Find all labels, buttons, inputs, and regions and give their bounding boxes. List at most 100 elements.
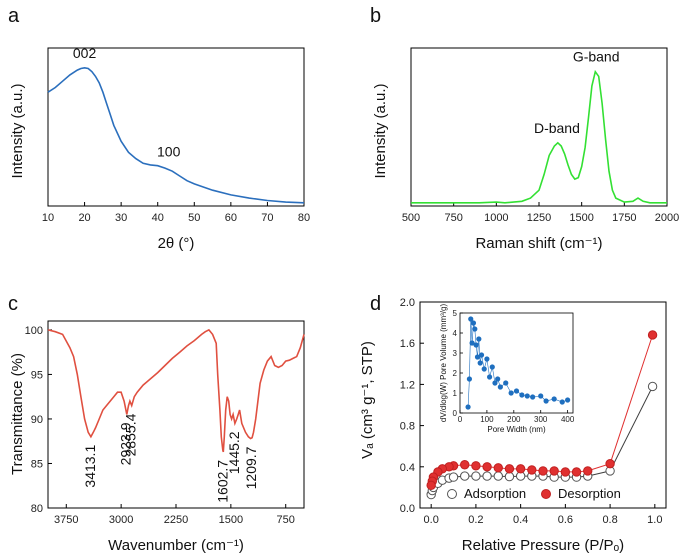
series-line (411, 69, 667, 204)
panel-a: 10 20 30 40 50 60 70 80 2θ (°) Intensity (a.u.) a 0… (8, 5, 310, 252)
inset-data-point (565, 397, 571, 403)
inset-data-point (492, 380, 498, 386)
data-point (549, 466, 559, 476)
data-point (448, 472, 459, 482)
y-axis-label: Intensity (a.u.) (372, 83, 389, 178)
data-point (538, 466, 548, 476)
y-axis-label: Intensity (a.u.) (9, 83, 26, 178)
data-point (471, 471, 481, 481)
inset-data-point (489, 364, 495, 370)
data-point (504, 471, 515, 482)
data-point (460, 460, 470, 470)
inset-data-point (497, 384, 503, 390)
data-point (647, 381, 658, 392)
x-axis-label: Raman shift (cm⁻¹) (475, 235, 602, 252)
inset-y-tick-label: 1 (453, 389, 458, 398)
y-tick-label: 90 (31, 414, 43, 426)
inset-data-point (513, 388, 520, 394)
x-axis-label: 2θ (°) (158, 235, 195, 252)
data-point (482, 462, 492, 472)
x-tick-label: 60 (225, 212, 237, 224)
x-tick-label: 80 (298, 212, 310, 224)
data-point (471, 461, 481, 471)
data-point (460, 471, 470, 481)
x-tick-label: 0.4 (513, 514, 528, 526)
y-axis-label: Vₐ (cm³ g⁻¹, STP) (359, 341, 376, 459)
x-tick-label: 0.8 (602, 514, 617, 526)
x-tick-label: 3000 (109, 514, 133, 526)
peak-label: D-band (534, 120, 580, 136)
x-tick-label: 750 (444, 212, 462, 224)
inset-data-point (472, 326, 478, 332)
x-tick-label: 750 (277, 514, 295, 526)
y-tick-label: 0.8 (400, 421, 415, 433)
inset-data-point (481, 366, 487, 372)
y-tick-label: 0.4 (400, 462, 415, 474)
y-tick-label: 0.0 (400, 503, 415, 515)
peak-label: 1209.7 (243, 446, 259, 489)
y-tick-label: 2.0 (400, 297, 415, 309)
inset-data-point (468, 316, 474, 322)
data-point (560, 467, 571, 477)
x-tick-label: 1250 (527, 212, 551, 224)
inset-data-point (474, 354, 481, 360)
x-tick-label: 1000 (484, 212, 508, 224)
inset-data-point (543, 398, 549, 404)
legend-label: Adsorption (464, 486, 526, 501)
panel-label: c (8, 293, 18, 315)
inset-data-point (503, 380, 509, 386)
series-line (47, 66, 305, 204)
peak-label: 100 (157, 144, 181, 160)
inset-x-tick-label: 200 (507, 415, 521, 424)
data-point (482, 471, 492, 481)
inset-data-point (478, 352, 485, 358)
data-point (527, 465, 537, 475)
x-tick-label: 0.0 (424, 514, 439, 526)
panel-b: 500 750 1000 1250 1500 1750 2000 Raman shift (c… (370, 5, 679, 252)
x-tick-label: 1.0 (647, 514, 662, 526)
inset-y-tick-label: 2 (453, 369, 458, 378)
inset-y-tick-label: 5 (453, 309, 458, 318)
x-tick-label: 500 (402, 212, 420, 224)
x-tick-label: 40 (152, 212, 164, 224)
data-point (493, 463, 503, 473)
inset-y-tick-label: 4 (453, 329, 458, 338)
inset-data-point (476, 336, 482, 342)
panel-label: d (370, 293, 381, 315)
inset-y-axis-label: dV/dlog(W) Pore Volume (mm³/g) (439, 304, 448, 423)
data-point (571, 467, 582, 477)
peak-label: G-band (573, 49, 620, 65)
panel-d: 0.0 0.2 0.4 0.6 0.8 1.0 0.0 0.4 0.8 1.2 1.6 2.0 Rela… (359, 293, 667, 554)
plot-frame (419, 301, 667, 509)
inset-data-point (466, 376, 473, 382)
y-tick-label: 95 (31, 369, 43, 381)
panel-label: b (370, 5, 381, 27)
inset-data-point (519, 392, 525, 398)
inset-data-point (484, 356, 490, 362)
inset-x-tick-label: 0 (458, 415, 463, 424)
y-tick-label: 85 (31, 458, 43, 470)
inset-data-point (470, 320, 477, 326)
inset-data-point (508, 390, 514, 396)
inset-x-tick-label: 400 (561, 415, 575, 424)
series-line (47, 328, 305, 453)
data-point (504, 464, 515, 474)
y-tick-label: 100 (25, 325, 43, 337)
inset-y-tick-label: 3 (453, 349, 458, 358)
x-tick-label: 70 (261, 212, 273, 224)
inset-data-point (551, 396, 557, 402)
x-tick-label: 30 (115, 212, 127, 224)
panel-label: a (8, 5, 20, 27)
peak-label: 1445.2 (226, 431, 242, 474)
x-tick-label: 0.6 (558, 514, 573, 526)
peak-label: 3413.1 (82, 445, 98, 488)
inset-data-point (465, 404, 471, 410)
inset-data-point (559, 399, 565, 405)
data-point (583, 466, 593, 476)
y-tick-label: 1.6 (400, 338, 415, 350)
y-axis-label: Transmittance (%) (9, 353, 26, 475)
x-tick-label: 2000 (655, 212, 679, 224)
x-axis-label: Relative Pressure (P/Pₒ) (462, 537, 624, 554)
inset-data-point (495, 376, 501, 382)
data-point (647, 330, 658, 340)
